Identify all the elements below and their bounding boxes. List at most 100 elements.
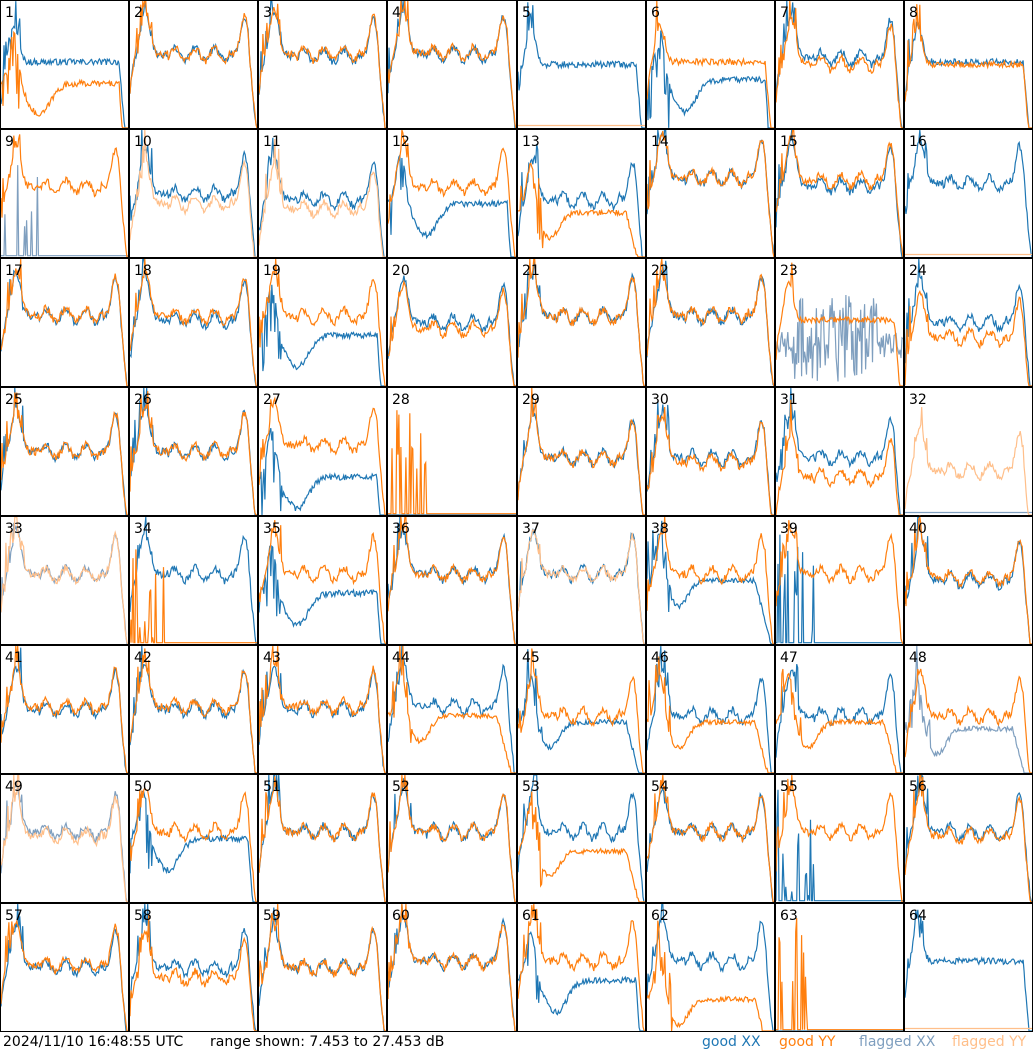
tile-number: 22 (651, 263, 669, 279)
tile-number: 52 (392, 779, 410, 795)
tile-frame (258, 387, 387, 516)
tile-frame (646, 645, 775, 774)
tile-frame (646, 258, 775, 387)
tile-22: 22 (646, 258, 775, 387)
series-xx-6 (646, 30, 774, 129)
tile-frame (129, 645, 258, 774)
series-yy-62 (646, 920, 774, 1032)
tile-frame (387, 258, 517, 387)
tile-number: 46 (651, 650, 669, 666)
tile-number: 43 (263, 650, 281, 666)
tile-49: 49 (0, 774, 129, 903)
tile-19: 19 (258, 258, 387, 387)
series-yy-10 (129, 129, 257, 258)
tile-5: 5 (517, 0, 646, 129)
tile-number: 31 (780, 392, 798, 408)
series-yy-53 (517, 791, 645, 903)
series-yy-47 (775, 668, 903, 774)
series-xx-7 (775, 0, 903, 129)
tile-frame (646, 516, 775, 645)
tile-17: 17 (0, 258, 129, 387)
tile-1: 1 (0, 0, 129, 129)
series-yy-45 (517, 648, 645, 774)
tile-number: 12 (392, 134, 410, 150)
tile-number: 32 (909, 392, 927, 408)
series-yy-37 (517, 528, 645, 645)
series-yy-24 (904, 289, 1032, 387)
series-yy-15 (775, 129, 904, 258)
series-yy-21 (517, 258, 645, 387)
tile-11: 11 (258, 129, 387, 258)
tile-44: 44 (387, 645, 517, 774)
series-xx-1 (0, 1, 128, 129)
tile-number: 23 (780, 263, 798, 279)
tile-number: 19 (263, 263, 281, 279)
tile-frame (0, 516, 129, 645)
tile-number: 42 (134, 650, 152, 666)
tile-40: 40 (904, 514, 1033, 645)
tile-number: 59 (263, 908, 281, 924)
series-xx-20 (387, 275, 516, 387)
tile-57: 57 (0, 903, 129, 1032)
tile-number: 6 (651, 5, 660, 21)
tile-58: 58 (129, 903, 258, 1032)
series-yy-27 (258, 396, 386, 516)
series-xx-24 (904, 258, 1032, 387)
tile-number: 50 (134, 779, 152, 795)
tile-35: 35 (258, 516, 387, 645)
tile-29: 29 (517, 387, 646, 516)
tile-64: 64 (904, 903, 1033, 1032)
series-yy-30 (646, 406, 774, 516)
tile-number: 35 (263, 521, 281, 537)
tile-number: 27 (263, 392, 281, 408)
tile-63: 63 (775, 903, 904, 1032)
tile-42: 42 (129, 645, 258, 774)
series-xx-50 (129, 790, 257, 903)
tile-frame (775, 774, 904, 903)
series-yy-6 (646, 0, 774, 129)
tile-frame (387, 903, 517, 1032)
series-yy-44 (387, 645, 516, 774)
tile-12: 12 (387, 129, 517, 258)
tile-61: 61 (517, 903, 646, 1032)
tile-frame (258, 903, 387, 1032)
series-xx-17 (0, 269, 128, 387)
tile-frame (775, 258, 904, 387)
tile-number: 39 (780, 521, 798, 537)
tile-number: 26 (134, 392, 152, 408)
legend-good-xx: good XX (702, 1034, 761, 1050)
tile-frame (517, 129, 646, 258)
tile-frame (517, 774, 646, 903)
tile-frame (129, 0, 258, 129)
tile-frame (129, 387, 258, 516)
series-yy-56 (904, 774, 1032, 903)
tile-47: 47 (775, 645, 904, 774)
tile-number: 13 (522, 134, 540, 150)
tile-frame (0, 258, 129, 387)
tile-frame (0, 387, 129, 516)
range-label: range shown: 7.453 to 27.453 dB (210, 1034, 445, 1050)
tile-frame (646, 774, 775, 903)
tile-number: 41 (5, 650, 23, 666)
series-yy-12 (387, 129, 516, 258)
tile-20: 20 (387, 258, 517, 387)
series-xx-61 (517, 931, 645, 1032)
series-yy-17 (0, 258, 128, 387)
timestamp-label: 2024/11/10 16:48:55 UTC (3, 1034, 184, 1050)
tile-frame (517, 258, 646, 387)
tile-frame (0, 903, 129, 1032)
tile-frame (0, 129, 129, 258)
series-yy-49 (0, 774, 128, 903)
tile-frame (387, 387, 517, 516)
series-xx-47 (775, 664, 903, 774)
tile-frame (129, 774, 258, 903)
series-xx-19 (258, 284, 386, 387)
series-yy-54 (646, 774, 775, 903)
tile-2: 2 (129, 0, 258, 129)
tile-number: 7 (780, 5, 789, 21)
series-xx-9 (1, 165, 128, 257)
tile-number: 36 (392, 521, 410, 537)
tile-15: 15 (775, 129, 904, 258)
tile-frame (775, 516, 904, 645)
tile-25: 25 (0, 387, 129, 516)
